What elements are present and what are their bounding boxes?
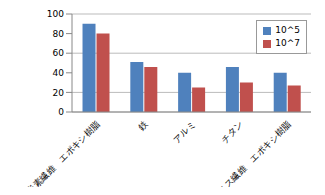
svg-text:チタン: チタン	[219, 119, 245, 145]
svg-text:20: 20	[53, 88, 65, 98]
html-text:10^5: 10^5	[275, 25, 300, 35]
html-text:10^7: 10^7	[275, 38, 300, 48]
svg-text:60: 60	[53, 48, 65, 58]
svg-text:80: 80	[53, 29, 65, 39]
svg-text:アルミ: アルミ	[171, 119, 197, 145]
svg-text:100: 100	[47, 9, 64, 19]
svg-text:ガラス繊維 エポキシ樹脂: ガラス繊維 エポキシ樹脂	[210, 119, 293, 187]
svg-text:鉄: 鉄	[136, 119, 149, 132]
svg-text:炭素繊維 エポキシ樹脂: 炭素繊維 エポキシ樹脂	[25, 119, 102, 187]
svg-text:40: 40	[53, 68, 65, 78]
svg-text:0: 0	[58, 107, 64, 117]
